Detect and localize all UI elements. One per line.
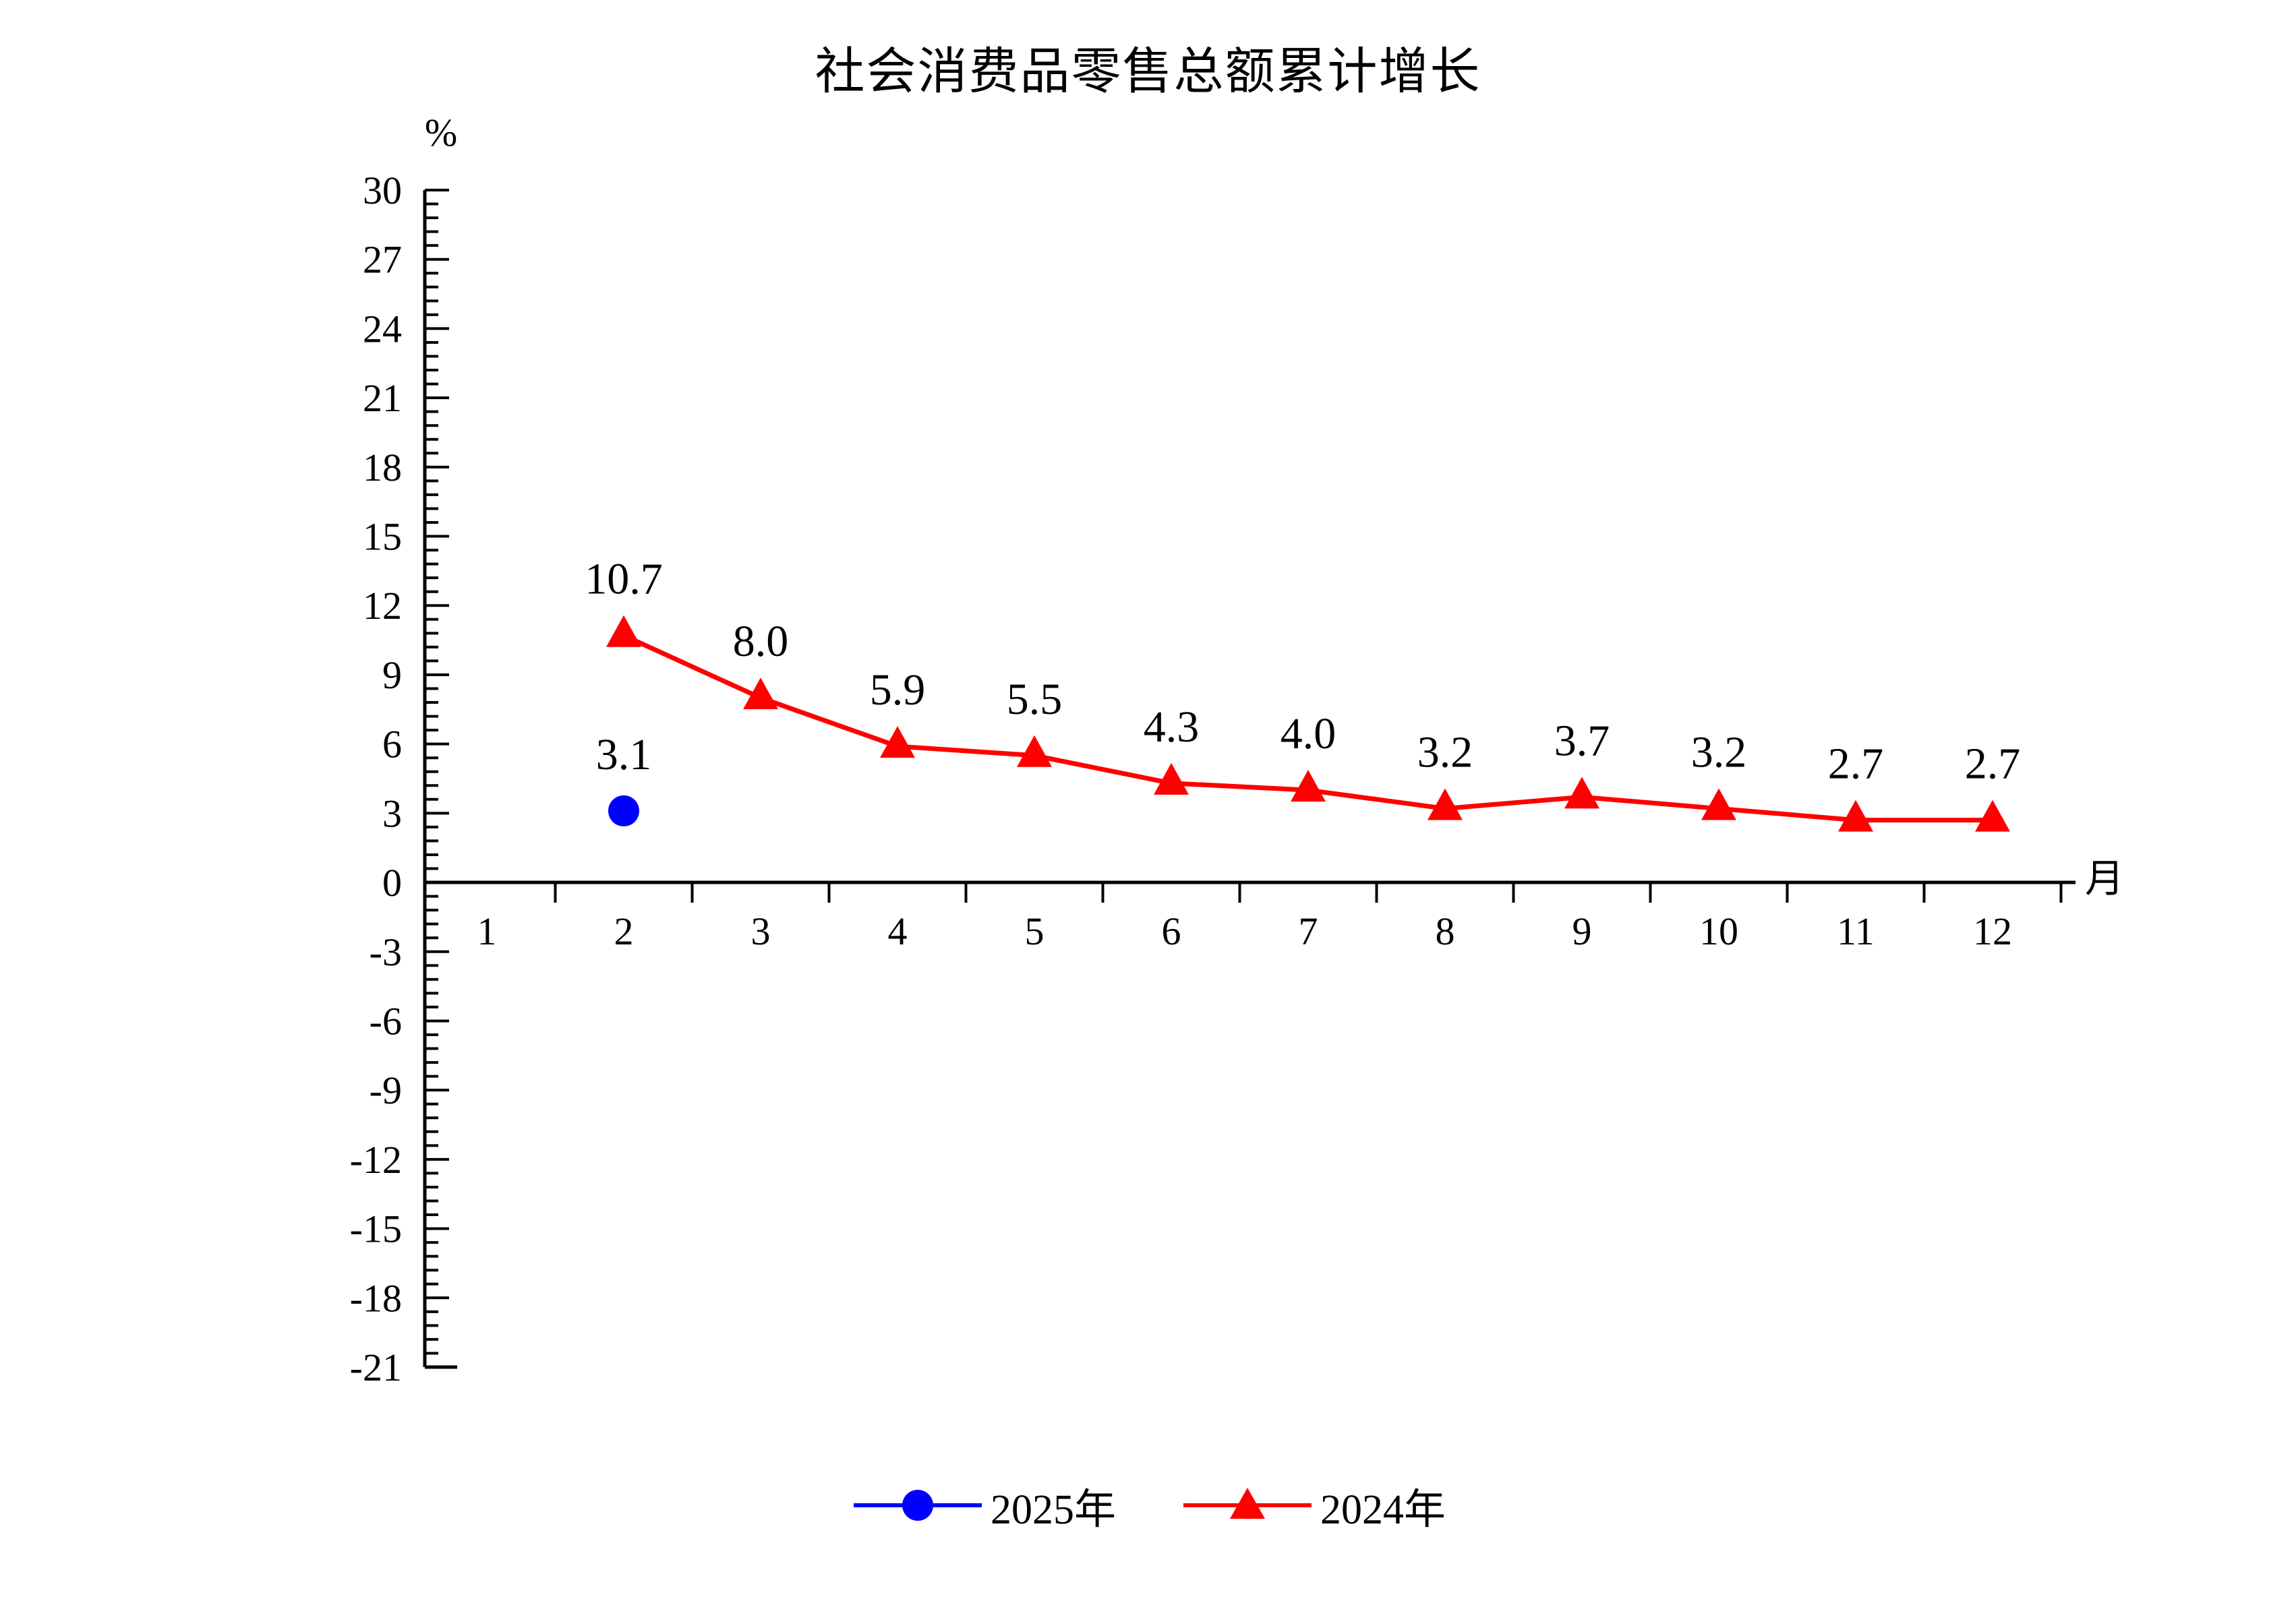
data-label: 2.7 xyxy=(1828,739,1884,789)
y-axis-unit: % xyxy=(425,111,457,154)
data-point-triangle xyxy=(606,615,641,647)
data-label: 4.3 xyxy=(1144,702,1200,752)
svg-text:4: 4 xyxy=(888,909,908,953)
svg-text:-9: -9 xyxy=(370,1068,402,1112)
svg-text:-18: -18 xyxy=(350,1276,402,1320)
data-point-triangle xyxy=(1564,777,1599,809)
data-label: 10.7 xyxy=(585,555,663,604)
y-axis-ticks xyxy=(425,189,449,1368)
data-point-triangle xyxy=(880,726,915,758)
chart-title: 社会消费品零售总额累计增长 xyxy=(815,44,1481,100)
svg-text:24: 24 xyxy=(363,307,402,351)
data-point-triangle xyxy=(1017,735,1052,767)
series-2024年: 10.7 8.0 5.9 5.5 4.3 4.0 3.2 3.7 3.2 2.7 2.7 xyxy=(585,555,2020,832)
legend-item-2025: 2025年 xyxy=(850,1475,1116,1536)
circle-marker-icon xyxy=(853,1490,982,1521)
data-point-triangle xyxy=(743,677,778,710)
data-label: 3.1 xyxy=(596,730,652,779)
svg-text:8: 8 xyxy=(1436,909,1455,953)
data-label: 8.0 xyxy=(733,617,789,666)
svg-text:3: 3 xyxy=(751,909,771,953)
x-axis-ticks xyxy=(554,882,2063,903)
svg-text:12: 12 xyxy=(363,584,402,628)
data-point-triangle xyxy=(1701,788,1736,820)
svg-text:-12: -12 xyxy=(350,1138,402,1182)
triangle-marker-icon xyxy=(1183,1488,1312,1519)
data-point-triangle xyxy=(1975,799,2010,832)
svg-text:-3: -3 xyxy=(370,930,402,974)
svg-text:6: 6 xyxy=(382,723,402,766)
svg-text:9: 9 xyxy=(1572,909,1592,953)
svg-text:-21: -21 xyxy=(350,1346,402,1389)
legend-item-2024: 2024年 xyxy=(1180,1475,1446,1536)
data-label: 3.7 xyxy=(1554,716,1610,765)
legend: 2025年 2024年 xyxy=(0,1475,2296,1536)
data-point-triangle xyxy=(1427,788,1463,820)
data-label: 4.0 xyxy=(1281,709,1336,758)
x-axis-labels: 1 2 3 4 5 6 7 8 9 10 11 12 xyxy=(477,909,2013,953)
svg-text:2: 2 xyxy=(614,909,634,953)
legend-label-2025: 2025年 xyxy=(990,1487,1116,1533)
svg-text:15: 15 xyxy=(363,515,402,559)
svg-text:3: 3 xyxy=(382,791,402,835)
data-point-triangle xyxy=(1154,762,1189,795)
legend-label-2024: 2024年 xyxy=(1320,1487,1446,1533)
data-label: 5.5 xyxy=(1007,675,1063,724)
data-point-circle xyxy=(608,795,639,826)
svg-text:9: 9 xyxy=(382,653,402,697)
data-label: 2.7 xyxy=(1965,739,2021,789)
svg-text:5: 5 xyxy=(1025,909,1044,953)
data-label: 3.2 xyxy=(1691,728,1747,777)
svg-text:27: 27 xyxy=(363,238,402,282)
x-axis-unit: 月 xyxy=(2085,857,2124,901)
svg-text:30: 30 xyxy=(363,169,402,212)
svg-text:-15: -15 xyxy=(350,1207,402,1251)
svg-text:11: 11 xyxy=(1837,909,1875,953)
svg-text:7: 7 xyxy=(1299,909,1318,953)
data-label: 5.9 xyxy=(870,665,926,715)
svg-text:6: 6 xyxy=(1162,909,1181,953)
svg-text:-6: -6 xyxy=(370,999,402,1043)
y-axis-labels: -21 -18 -15 -12 -9 -6 -3 0 3 6 9 12 15 18 21 24 27 30 xyxy=(350,169,402,1389)
data-point-triangle xyxy=(1838,799,1873,832)
series-2025年: 3.1 xyxy=(596,730,652,826)
svg-text:10: 10 xyxy=(1699,909,1738,953)
svg-text:18: 18 xyxy=(363,446,402,489)
data-label: 3.2 xyxy=(1417,728,1473,777)
data-point-triangle xyxy=(1291,770,1326,802)
svg-text:0: 0 xyxy=(382,861,402,905)
svg-text:21: 21 xyxy=(363,376,402,420)
svg-text:1: 1 xyxy=(477,909,497,953)
svg-text:12: 12 xyxy=(1973,909,2012,953)
